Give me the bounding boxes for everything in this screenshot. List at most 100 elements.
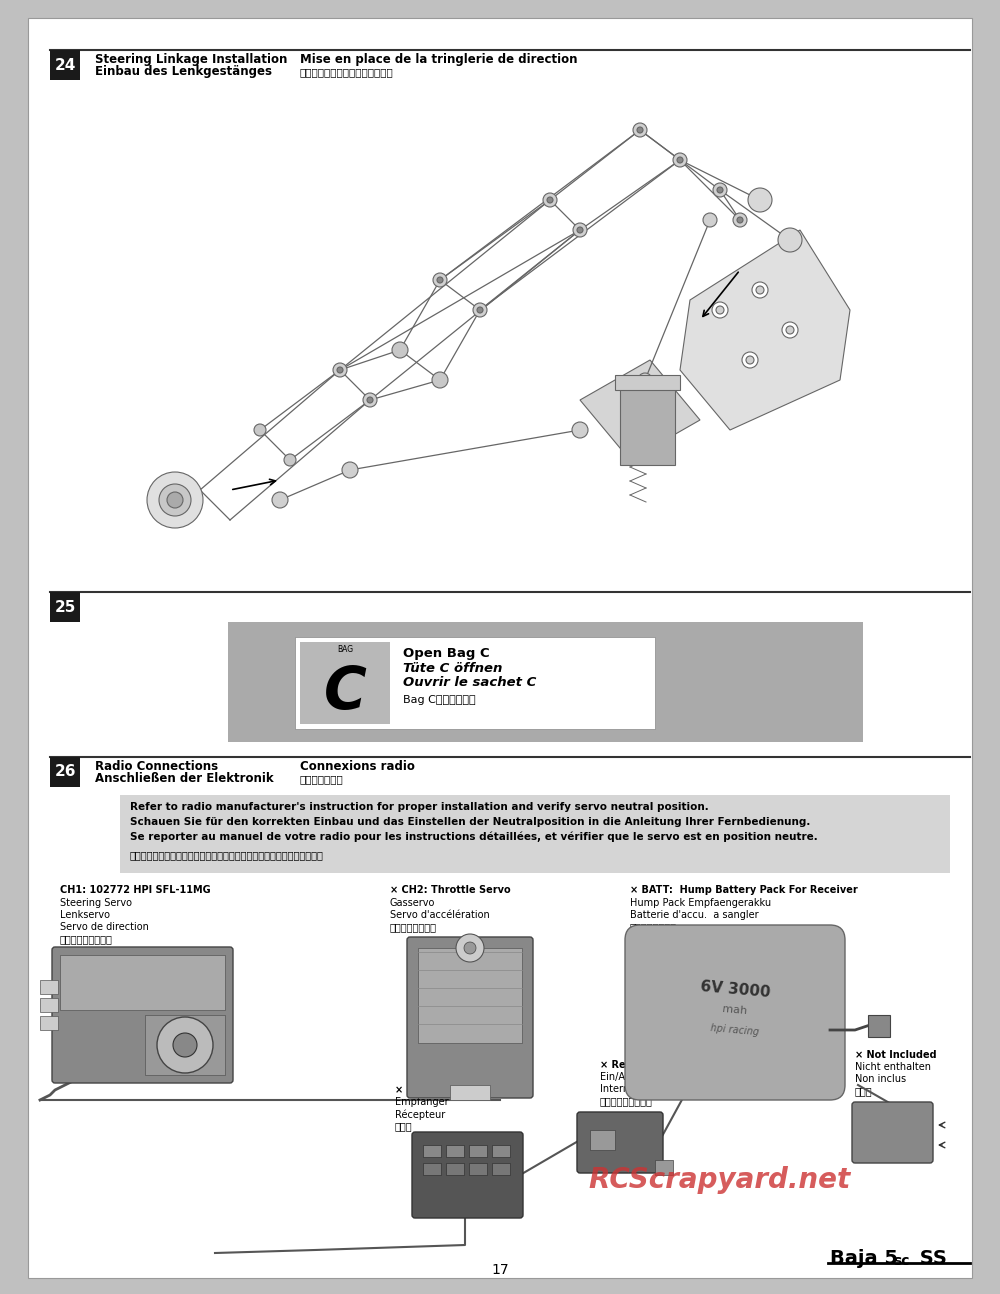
Text: 17: 17 — [491, 1263, 509, 1277]
Text: Hump Pack Empfaengerakku: Hump Pack Empfaengerakku — [630, 898, 771, 908]
FancyBboxPatch shape — [852, 1102, 933, 1163]
Circle shape — [638, 373, 652, 387]
Circle shape — [677, 157, 683, 163]
Polygon shape — [580, 360, 700, 459]
Circle shape — [254, 424, 266, 436]
Text: 受信機線の確認: 受信機線の確認 — [300, 774, 344, 784]
Circle shape — [456, 934, 484, 961]
Circle shape — [746, 356, 754, 364]
Polygon shape — [50, 50, 75, 80]
Text: 6V 3000: 6V 3000 — [699, 980, 771, 1000]
Circle shape — [748, 188, 772, 212]
Text: Se reporter au manuel de votre radio pour les instructions détaillées, et vérifi: Se reporter au manuel de votre radio pou… — [130, 832, 818, 842]
Circle shape — [637, 127, 643, 133]
Text: レシーバーパック: レシーバーパック — [630, 923, 677, 932]
Circle shape — [737, 217, 743, 223]
Text: Servo d'accélération: Servo d'accélération — [390, 910, 490, 920]
Bar — [450, 1084, 490, 1100]
Circle shape — [272, 492, 288, 509]
Circle shape — [782, 322, 798, 338]
Text: 別売り: 別売り — [855, 1086, 873, 1096]
Text: × Not Included: × Not Included — [855, 1049, 937, 1060]
Text: × Receiver: × Receiver — [395, 1084, 454, 1095]
Circle shape — [778, 228, 802, 252]
Text: Anschließen der Elektronik: Anschließen der Elektronik — [95, 773, 274, 785]
Bar — [469, 1163, 487, 1175]
Text: Baja 5: Baja 5 — [830, 1249, 898, 1268]
Circle shape — [577, 226, 583, 233]
Text: Nicht enthalten: Nicht enthalten — [855, 1062, 931, 1071]
Circle shape — [363, 393, 377, 408]
Bar — [446, 1145, 464, 1157]
FancyBboxPatch shape — [407, 937, 533, 1099]
Bar — [50, 757, 80, 787]
Circle shape — [392, 342, 408, 358]
Circle shape — [284, 454, 296, 466]
Circle shape — [742, 352, 758, 367]
Circle shape — [432, 371, 448, 388]
Bar — [446, 1163, 464, 1175]
Circle shape — [464, 942, 476, 954]
Circle shape — [713, 182, 727, 197]
Circle shape — [433, 273, 447, 287]
Text: 24: 24 — [54, 57, 76, 72]
Text: × Receiver Switch: × Receiver Switch — [600, 1060, 700, 1070]
Bar — [40, 1016, 58, 1030]
Text: 25: 25 — [54, 599, 76, 615]
Circle shape — [342, 462, 358, 477]
FancyBboxPatch shape — [577, 1112, 663, 1172]
FancyBboxPatch shape — [412, 1132, 523, 1218]
Circle shape — [786, 326, 794, 334]
Polygon shape — [50, 757, 75, 787]
Bar — [228, 622, 863, 741]
Text: Non inclus: Non inclus — [855, 1074, 906, 1084]
Bar — [492, 1163, 510, 1175]
Text: レシーバースイッチ: レシーバースイッチ — [600, 1096, 653, 1106]
Circle shape — [733, 214, 747, 226]
Text: Interrupteur du récepteur: Interrupteur du récepteur — [600, 1084, 726, 1095]
Text: 26: 26 — [54, 765, 76, 779]
Bar — [40, 998, 58, 1012]
Circle shape — [337, 367, 343, 373]
Circle shape — [717, 188, 723, 193]
Circle shape — [716, 305, 724, 314]
Circle shape — [167, 492, 183, 509]
Text: C: C — [324, 664, 366, 721]
Text: × BATT:  Hump Battery Pack For Receiver: × BATT: Hump Battery Pack For Receiver — [630, 885, 858, 895]
Bar — [145, 1014, 225, 1075]
Text: Tüte C öffnen: Tüte C öffnen — [403, 661, 502, 674]
Circle shape — [673, 153, 687, 167]
Text: Einbau des Lenkgestänges: Einbau des Lenkgestänges — [95, 66, 272, 79]
Text: RCScrapyard.net: RCScrapyard.net — [589, 1166, 851, 1194]
Bar — [418, 949, 522, 1043]
Circle shape — [633, 123, 647, 137]
Text: Servo de direction: Servo de direction — [60, 923, 149, 932]
Circle shape — [473, 303, 487, 317]
Text: CH1: 102772 HPI SFL-11MG: CH1: 102772 HPI SFL-11MG — [60, 885, 211, 895]
Text: Steering Linkage Installation: Steering Linkage Installation — [95, 53, 287, 66]
Text: hpi racing: hpi racing — [710, 1022, 760, 1036]
Circle shape — [147, 472, 203, 528]
Polygon shape — [680, 230, 850, 430]
Text: Steering Servo: Steering Servo — [60, 898, 132, 908]
Text: Radio Connections: Radio Connections — [95, 761, 218, 774]
Circle shape — [756, 286, 764, 294]
Text: Ein/Aus Schalter: Ein/Aus Schalter — [600, 1071, 680, 1082]
Circle shape — [712, 302, 728, 318]
Text: Connexions radio: Connexions radio — [300, 761, 415, 774]
Text: sc: sc — [893, 1254, 910, 1268]
Bar — [469, 1145, 487, 1157]
Text: Schauen Sie für den korrekten Einbau und das Einstellen der Neutralposition in d: Schauen Sie für den korrekten Einbau und… — [130, 817, 810, 827]
Circle shape — [573, 223, 587, 237]
Circle shape — [572, 422, 588, 437]
Circle shape — [543, 193, 557, 207]
Bar — [300, 642, 390, 725]
Circle shape — [477, 307, 483, 313]
Bar — [40, 980, 58, 994]
Bar — [492, 1145, 510, 1157]
Bar — [868, 1014, 890, 1036]
Circle shape — [367, 397, 373, 402]
Circle shape — [547, 197, 553, 203]
Text: ステアリングリンケージの取付け: ステアリングリンケージの取付け — [300, 67, 394, 78]
Text: Empfänger: Empfänger — [395, 1097, 449, 1106]
